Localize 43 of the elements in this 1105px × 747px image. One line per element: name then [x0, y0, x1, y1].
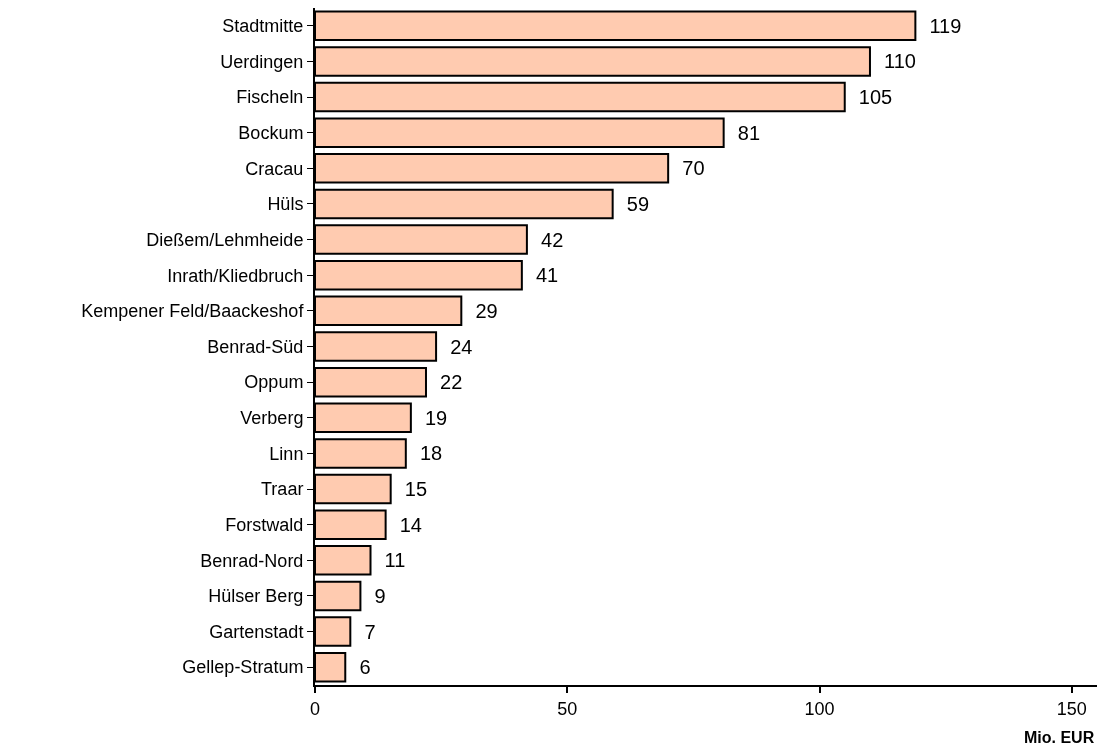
data-label: 24: [439, 335, 473, 358]
data-label: 7: [353, 620, 376, 643]
y-tick-label: Gartenstadt: [209, 621, 304, 642]
data-label: 59: [615, 192, 650, 215]
data-label: 70: [671, 157, 705, 180]
y-tick-label: Benrad-Süd: [207, 336, 304, 357]
y-tick-label: Cracau: [245, 158, 304, 179]
data-label: 9: [363, 584, 386, 607]
x-axis-title: Mio. EUR: [1024, 729, 1095, 746]
y-tick-label: Traar: [261, 479, 304, 500]
y-tick-label: Hüls: [267, 194, 304, 215]
data-label: 29: [464, 299, 498, 322]
y-tick-label: Kempener Feld/Baackeshof: [81, 301, 305, 322]
x-tick-label: 150: [1056, 698, 1087, 719]
data-label: 119: [918, 14, 962, 37]
data-label: 41: [524, 264, 559, 287]
y-tick-label: Dießem/Lehmheide: [146, 229, 304, 250]
y-tick-label: Fischeln: [236, 87, 304, 108]
y-tick-label: Benrad-Nord: [200, 550, 304, 571]
y-tick-label: Uerdingen: [220, 51, 304, 72]
data-label: 6: [348, 656, 371, 679]
x-tick-label: 0: [309, 698, 321, 719]
x-tick-label: 100: [804, 698, 835, 719]
data-label: 14: [388, 513, 422, 536]
y-tick-label: Forstwald: [225, 514, 304, 535]
data-label: 18: [408, 442, 443, 465]
data-label: 105: [847, 86, 893, 109]
y-tick-label: Inrath/Kliedbruch: [167, 265, 304, 286]
y-tick-label: Verberg: [240, 408, 304, 429]
data-label: 15: [393, 478, 428, 501]
data-label: 11: [373, 549, 406, 572]
y-tick-label: Hülser Berg: [208, 586, 304, 607]
data-label: 110: [872, 50, 916, 73]
y-tick-label: Stadtmitte: [222, 16, 304, 37]
data-label: 42: [529, 228, 564, 251]
y-tick-label: Bockum: [238, 123, 304, 144]
y-tick-label: Gellep-Stratum: [182, 657, 304, 678]
data-label: 22: [428, 371, 463, 394]
y-tick-label: Linn: [269, 443, 304, 464]
y-tick-label: Oppum: [244, 372, 304, 393]
data-label: 81: [726, 121, 761, 144]
data-label: 19: [413, 406, 448, 429]
x-tick-label: 50: [557, 698, 578, 719]
